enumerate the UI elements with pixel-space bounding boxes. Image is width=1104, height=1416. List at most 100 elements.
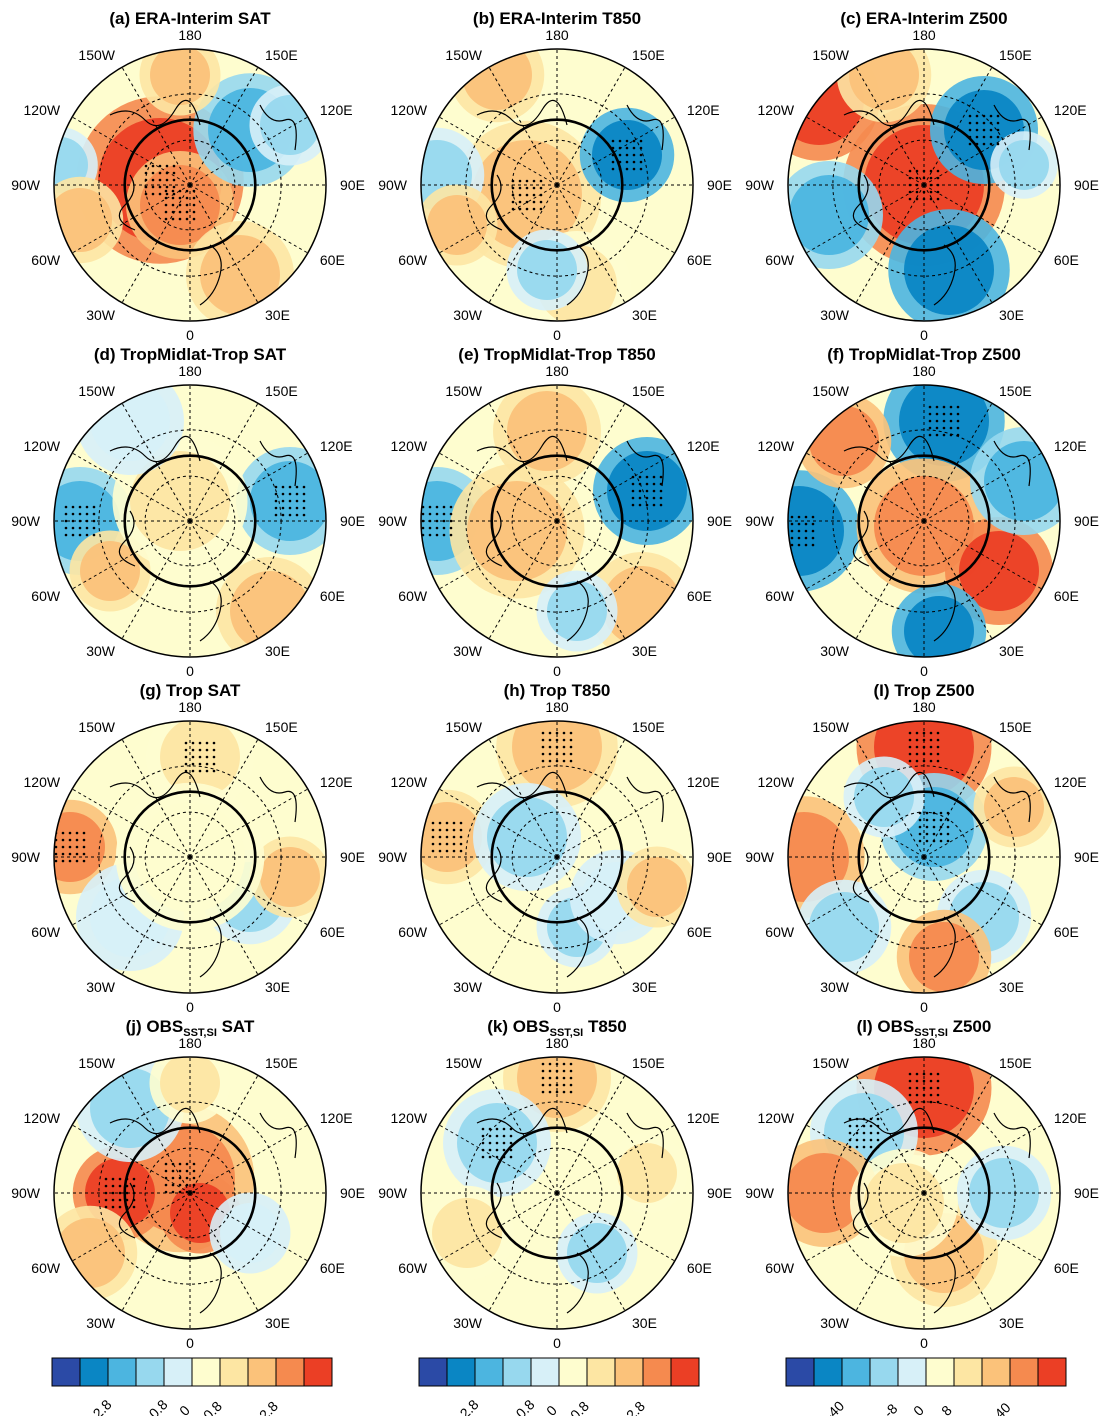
lon-label: 0 [920,1335,928,1351]
lon-label: 0 [186,999,194,1015]
lon-label: 30W [86,1315,116,1331]
circle-60n [490,454,624,588]
lon-label: 180 [545,363,569,379]
anomaly-field [788,721,1060,993]
anomaly-blob [567,1223,627,1283]
colorbar-swatch [1037,1357,1067,1387]
lon-label: 150W [812,47,849,63]
lon-label: 90W [378,513,408,529]
colorbar-label: 0 [176,1402,193,1416]
lon-label: 60W [765,924,795,940]
lon-label: 60E [1054,252,1079,268]
lon-label: 150E [999,383,1032,399]
graticule [421,1057,693,1329]
lon-label: 90E [707,849,732,865]
anomaly-blob [788,1153,864,1233]
colorbar-swatch [925,1357,955,1387]
lon-label: 180 [912,27,936,43]
lon-label: 120W [758,102,795,118]
lon-label: 180 [912,363,936,379]
lon-label: 150W [78,383,115,399]
map-panel-g: 180 150E 120E 90E 60E 30E 0 30W 60W 90W 120W 150W [11,699,365,1015]
colorbar-label: 2.8 [256,1398,281,1416]
lon-label: 60E [1054,1260,1079,1276]
lon-label: 150W [445,719,482,735]
anomaly-blob [220,1203,280,1263]
colorbar-swatch [953,1357,983,1387]
map-panel-i: 180 150E 120E 90E 60E 30E 0 30W 60W 90W 120W 150W [745,699,1099,1015]
colorbar-swatch [107,1357,137,1387]
map-panel-d: 180 150E 120E 90E 60E 30E 0 30W 60W 90W 120W 150W [11,363,365,679]
lon-label: 120W [24,438,61,454]
graticule [54,1057,326,1329]
panel-title: (j) OBSSST,SI SAT [126,1017,255,1039]
lon-label: 180 [912,699,936,715]
lon-label: 0 [186,663,194,679]
anomaly-blob [904,596,974,657]
coastline [476,1107,664,1314]
lon-label: 90W [11,177,41,193]
lon-label: 90W [378,849,408,865]
coastline [476,771,664,978]
lon-label: 60E [1054,924,1079,940]
colorbar-swatch [247,1357,277,1387]
lon-label: 90E [707,1185,732,1201]
anomaly-blob [627,857,687,917]
lon-label: 30W [820,643,850,659]
panel-title: (a) ERA-Interim SAT [109,9,271,28]
lon-label: 30E [999,979,1024,995]
circle-60n [857,454,991,588]
lon-label: 120W [24,774,61,790]
map-border [53,720,327,994]
lon-label: 180 [178,699,202,715]
lon-label: 150W [812,383,849,399]
anomaly-blob [507,391,587,471]
circle-60n [857,790,991,924]
coastline [476,99,664,306]
lon-label: 30W [86,979,116,995]
anomaly-blob [200,235,280,315]
lon-label: 150E [632,1055,665,1071]
lon-label: 30E [999,1315,1024,1331]
graticule [421,721,693,993]
lon-label: 30W [820,307,850,323]
map-panel-c: 180 150E 120E 90E 60E 30E 0 30W 60W 90W 120W 150W [745,27,1099,343]
anomaly-blob [959,531,1039,611]
lon-label: 90E [1074,1185,1099,1201]
lon-label: 60W [31,924,61,940]
lon-label: 180 [545,27,569,43]
anomaly-blob [864,1163,944,1243]
anomaly-blob [909,922,979,992]
lon-label: 150E [632,47,665,63]
map-panel-b: 180 150E 120E 90E 60E 30E 0 30W 60W 90W 120W 150W [378,27,732,343]
significance-stipple [481,1062,573,1159]
map-border [787,384,1061,658]
lon-label: 60W [765,588,795,604]
lon-label: 60E [320,1260,345,1276]
lon-label: 30E [265,979,290,995]
colorbar-label: 0.8 [567,1398,592,1416]
lon-label: 90E [340,513,365,529]
map-border [53,1056,327,1330]
colorbar-swatch [502,1357,532,1387]
lon-label: 30E [999,307,1024,323]
colorbar-swatch [586,1357,616,1387]
map-border [420,720,694,994]
colorbar-swatch [303,1357,333,1387]
graticule [54,385,326,657]
lon-label: 30W [453,643,483,659]
lon-label: 30E [632,643,657,659]
colorbar-t850: -2.8 -0.8 0 0.8 2.8 [418,1357,700,1416]
lon-label: 0 [553,663,561,679]
lon-label: 150W [445,47,482,63]
anomaly-blob [809,892,879,962]
anomaly-blob [80,541,140,601]
lon-label: 90W [11,1185,41,1201]
lon-label: 90E [1074,849,1099,865]
colorbar-swatch [275,1357,305,1387]
map-panel-j: 180 150E 120E 90E 60E 30E 0 30W 60W 90W 120W 150W [11,1035,365,1351]
map-border [787,48,1061,322]
lon-label: 150W [812,1055,849,1071]
lon-label: 60E [687,252,712,268]
lon-label: 150W [78,47,115,63]
